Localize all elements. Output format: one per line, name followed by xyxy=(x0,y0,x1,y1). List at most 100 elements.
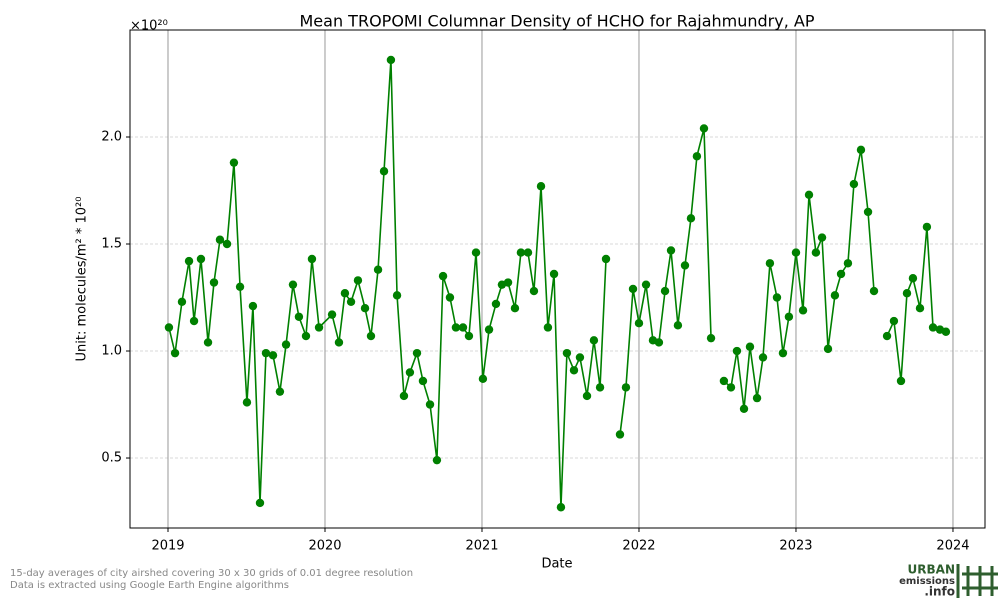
data-point xyxy=(275,387,285,396)
data-point xyxy=(902,289,912,298)
x-tick-label: 2020 xyxy=(308,539,341,554)
x-tick-label: 2019 xyxy=(151,539,184,554)
data-point xyxy=(719,376,729,386)
data-point xyxy=(765,259,775,268)
data-point xyxy=(798,306,808,315)
y-axis-label: Unit: molecules/m² * 10²⁰ xyxy=(75,197,90,362)
data-point xyxy=(458,323,468,332)
data-point xyxy=(503,278,513,287)
data-point xyxy=(549,269,559,279)
data-line xyxy=(168,59,947,508)
data-point xyxy=(941,327,951,336)
x-tick-label: 2021 xyxy=(465,539,498,554)
data-point xyxy=(248,301,258,311)
data-point xyxy=(164,323,174,332)
data-point xyxy=(823,344,833,354)
plot-frame xyxy=(129,29,986,529)
data-point xyxy=(261,348,271,358)
data-point xyxy=(491,299,501,309)
data-point xyxy=(745,342,755,351)
data-point xyxy=(301,331,311,341)
data-point xyxy=(471,248,481,257)
data-point xyxy=(601,254,611,264)
data-point xyxy=(673,321,683,330)
data-point xyxy=(706,333,716,343)
data-point xyxy=(732,346,742,356)
data-point xyxy=(628,284,638,294)
chart-title: Mean TROPOMI Columnar Density of HCHO fo… xyxy=(300,12,815,31)
data-point xyxy=(758,353,768,362)
x-tick-label: 2024 xyxy=(936,539,969,554)
data-point xyxy=(908,274,918,283)
data-point xyxy=(922,222,932,232)
data-point xyxy=(510,304,520,313)
data-point xyxy=(307,254,317,264)
data-point xyxy=(412,348,422,358)
data-point xyxy=(615,430,625,439)
data-point xyxy=(189,316,199,326)
data-point xyxy=(386,55,396,65)
data-point xyxy=(882,331,892,341)
data-point xyxy=(445,293,455,302)
data-point xyxy=(804,190,814,199)
data-point xyxy=(849,179,859,189)
data-point xyxy=(869,286,879,296)
data-point xyxy=(784,312,794,321)
data-point xyxy=(392,291,402,300)
x-tick-label: 2022 xyxy=(622,539,655,554)
data-point xyxy=(529,286,539,296)
data-point xyxy=(836,269,846,279)
data-point xyxy=(889,316,899,326)
data-point xyxy=(478,374,488,384)
data-point xyxy=(209,278,219,287)
data-point xyxy=(425,400,435,409)
y-tick-label: 2.0 xyxy=(101,130,122,145)
data-point xyxy=(177,297,187,306)
y-offset-label: ×10²⁰ xyxy=(130,19,168,34)
data-point xyxy=(327,310,337,319)
data-point xyxy=(778,348,788,358)
data-point xyxy=(856,145,866,155)
data-point xyxy=(222,239,232,249)
data-point xyxy=(863,207,873,217)
data-point xyxy=(215,235,225,244)
data-point xyxy=(582,391,592,401)
data-point xyxy=(196,254,206,264)
data-point xyxy=(516,248,526,257)
data-point xyxy=(379,167,389,176)
data-point xyxy=(203,338,213,347)
y-tick-label: 1.0 xyxy=(101,344,122,359)
data-point xyxy=(575,353,585,362)
data-point xyxy=(334,338,344,347)
data-point xyxy=(288,280,298,289)
data-point xyxy=(340,289,350,298)
data-point xyxy=(484,325,494,334)
x-axis-label: Date xyxy=(541,557,572,572)
data-point xyxy=(418,376,428,386)
x-tick-label: 2023 xyxy=(779,539,812,554)
data-point xyxy=(830,291,840,300)
data-point xyxy=(399,391,409,401)
data-point xyxy=(915,304,925,313)
data-point xyxy=(896,376,906,386)
data-point xyxy=(438,271,448,281)
data-point xyxy=(346,297,356,306)
data-point xyxy=(660,286,670,296)
data-point xyxy=(523,248,533,257)
data-point xyxy=(229,158,239,167)
data-point xyxy=(634,318,644,328)
note: 15-day averages of city airshed covering… xyxy=(10,568,413,579)
note: Data is extracted using Google Earth Eng… xyxy=(10,580,289,591)
data-point xyxy=(569,366,579,375)
data-point xyxy=(843,259,853,268)
data-point xyxy=(353,276,363,285)
data-point xyxy=(791,248,801,257)
data-point xyxy=(360,304,370,313)
data-point xyxy=(366,331,376,341)
data-point xyxy=(811,248,821,257)
data-point xyxy=(170,348,180,358)
data-point xyxy=(772,293,782,302)
data-point xyxy=(817,233,827,242)
